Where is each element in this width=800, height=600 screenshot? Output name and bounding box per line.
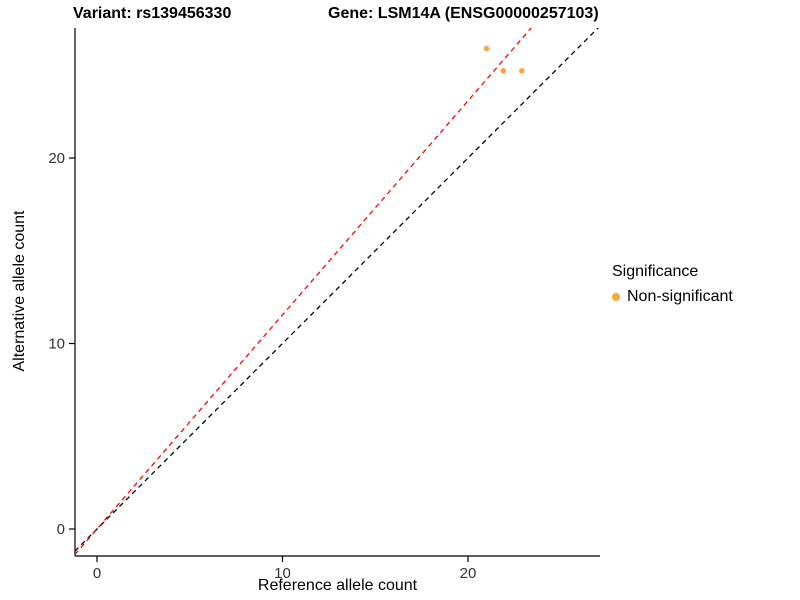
y-tick-label: 10 [48,336,65,353]
legend-title: Significance [612,263,699,280]
y-tick-label: 20 [48,150,65,167]
gene-title: Gene: LSM14A (ENSG00000257103) [328,5,599,22]
legend-item-non-significant: Non-significant [612,288,733,306]
identity-line [75,28,599,552]
x-tick-label: 20 [460,565,477,582]
x-axis-label: Reference allele count [257,577,418,594]
data-point [483,45,490,52]
y-tick-label: 0 [57,521,65,538]
x-tick-label: 10 [274,565,291,582]
legend-point-icon [612,293,620,301]
x-tick-label: 0 [93,565,101,582]
data-point [518,68,525,74]
data-point [500,68,507,74]
legend-item-label: Non-significant [627,288,733,305]
expected-ratio-line [75,28,533,555]
y-axis-label: Alternative allele count [11,210,28,372]
legend: Significance Non-significant [612,263,733,306]
variant-title: Variant: rs139456330 [73,5,232,22]
